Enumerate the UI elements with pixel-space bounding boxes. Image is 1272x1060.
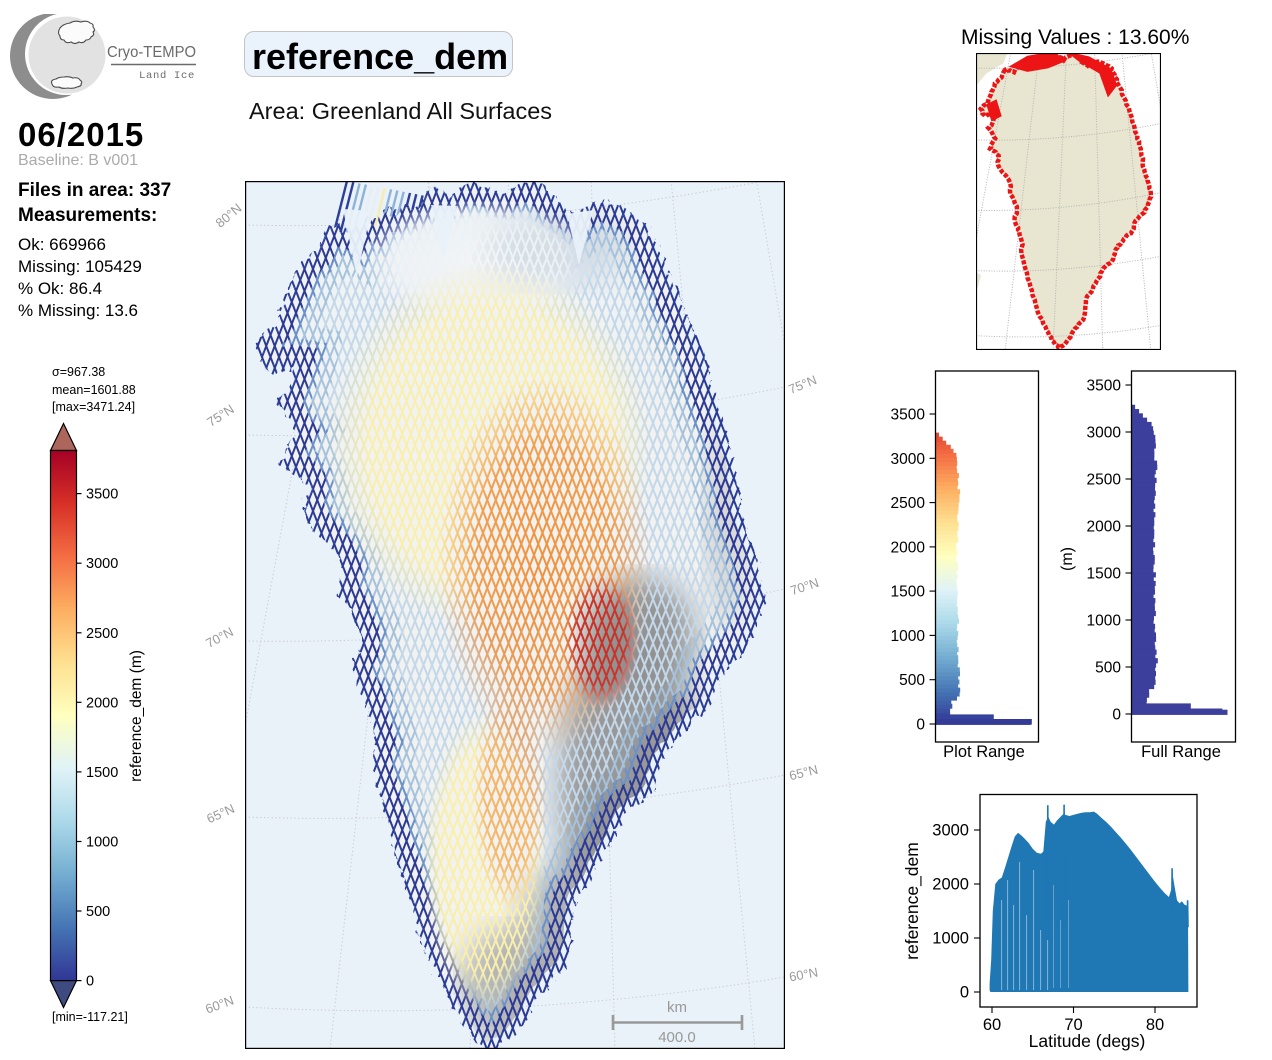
svg-text:2000: 2000 [891, 539, 926, 556]
svg-text:500: 500 [899, 672, 925, 689]
svg-text:3000: 3000 [86, 556, 118, 572]
svg-text:3500: 3500 [891, 407, 926, 424]
svg-text:1000: 1000 [932, 930, 969, 948]
svg-text:1500: 1500 [1087, 566, 1122, 583]
svg-text:reference_dem (m): reference_dem (m) [128, 650, 145, 782]
svg-text:2000: 2000 [1087, 519, 1122, 536]
svg-text:σ=967.38: σ=967.38 [52, 365, 105, 379]
svg-text:0: 0 [960, 984, 969, 1002]
svg-text:2500: 2500 [1087, 472, 1122, 489]
svg-text:80: 80 [1146, 1016, 1164, 1034]
svg-text:km: km [667, 999, 687, 1016]
svg-text:mean=1601.88: mean=1601.88 [52, 383, 136, 397]
svg-text:3000: 3000 [932, 822, 969, 840]
svg-text:Plot Range: Plot Range [943, 743, 1025, 761]
svg-text:3500: 3500 [1087, 378, 1122, 395]
svg-text:60: 60 [983, 1016, 1001, 1034]
svg-text:500: 500 [86, 904, 110, 920]
svg-text:[min=-117.21]: [min=-117.21] [52, 1010, 128, 1024]
svg-text:2500: 2500 [86, 626, 118, 642]
svg-text:70: 70 [1064, 1016, 1082, 1034]
svg-text:Land Ice: Land Ice [139, 70, 195, 82]
svg-text:(m): (m) [1059, 547, 1076, 571]
svg-text:0: 0 [916, 717, 925, 734]
svg-text:[max=3471.24]: [max=3471.24] [52, 400, 135, 414]
svg-text:Latitude (degs): Latitude (degs) [1029, 1031, 1146, 1051]
svg-text:2000: 2000 [86, 695, 118, 711]
svg-text:0: 0 [1112, 707, 1121, 724]
svg-text:500: 500 [1095, 660, 1121, 677]
svg-text:reference_dem: reference_dem [902, 842, 923, 960]
svg-text:1000: 1000 [86, 835, 118, 851]
svg-text:1500: 1500 [86, 765, 118, 781]
svg-text:2500: 2500 [891, 495, 926, 512]
svg-text:1000: 1000 [1087, 613, 1122, 630]
svg-text:3500: 3500 [86, 487, 118, 503]
svg-text:3000: 3000 [891, 451, 926, 468]
svg-text:400.0: 400.0 [658, 1029, 696, 1046]
svg-text:0: 0 [86, 974, 94, 990]
svg-text:1500: 1500 [891, 584, 926, 601]
svg-text:2000: 2000 [932, 876, 969, 894]
svg-text:Cryo-TEMPO: Cryo-TEMPO [107, 44, 196, 61]
svg-text:1000: 1000 [891, 628, 926, 645]
svg-text:Full Range: Full Range [1141, 743, 1221, 761]
svg-text:3000: 3000 [1087, 425, 1122, 442]
